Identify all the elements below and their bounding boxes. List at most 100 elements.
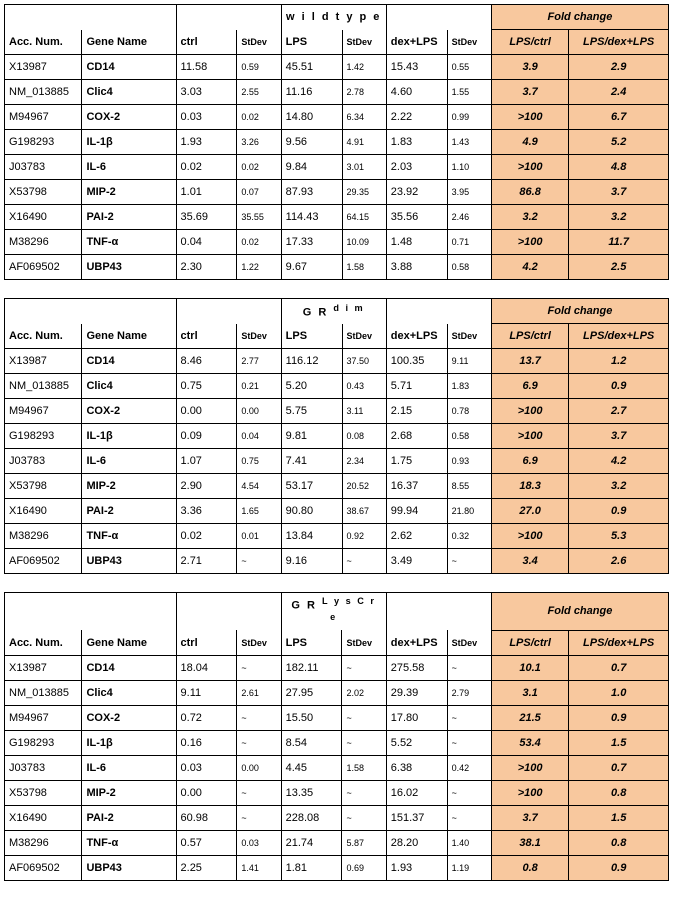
table-row: X16490PAI-23.361.6590.8038.6799.9421.802…: [5, 499, 669, 524]
cell-gene: MIP-2: [82, 180, 176, 205]
table-row: X16490PAI-260.98~228.08~151.37~3.71.5: [5, 805, 669, 830]
cell-lps: 87.93: [281, 180, 342, 205]
cell-ctrl: 0.75: [176, 374, 237, 399]
cell-fold1: 53.4: [491, 730, 568, 755]
cell-gene: MIP-2: [82, 780, 176, 805]
cell-fold2: 0.9: [569, 855, 669, 880]
cell-fold1: >100: [491, 399, 568, 424]
cell-stdev: 6.34: [342, 105, 386, 130]
cell-dex: 3.49: [386, 549, 447, 574]
col-fold1: LPS/ctrl: [491, 324, 568, 349]
cell-ctrl: 0.02: [176, 524, 237, 549]
cell-stdev: 1.58: [342, 255, 386, 280]
cell-stdev: 35.55: [237, 205, 281, 230]
cell-fold2: 0.8: [569, 780, 669, 805]
cell-fold2: 6.7: [569, 105, 669, 130]
cell-dex: 29.39: [386, 680, 447, 705]
col-acc: Acc. Num.: [5, 630, 82, 655]
col-fold1: LPS/ctrl: [491, 30, 568, 55]
col-fold2: LPS/dex+LPS: [569, 30, 669, 55]
table-row: J03783IL-60.020.029.843.012.031.10>1004.…: [5, 155, 669, 180]
cell-stdev: 4.54: [237, 474, 281, 499]
data-table-0: w i l d t y p eFold changeAcc. Num.Gene …: [4, 4, 669, 280]
cell-fold1: 38.1: [491, 830, 568, 855]
table-row: X53798MIP-22.904.5453.1720.5216.378.5518…: [5, 474, 669, 499]
cell-lps: 9.67: [281, 255, 342, 280]
cell-stdev: 0.58: [447, 255, 491, 280]
table-row: X13987CD148.462.77116.1237.50100.359.111…: [5, 349, 669, 374]
cell-fold1: >100: [491, 230, 568, 255]
cell-lps: 228.08: [281, 805, 342, 830]
cell-acc: X53798: [5, 780, 82, 805]
cell-stdev: 2.02: [342, 680, 386, 705]
cell-dex: 15.43: [386, 55, 447, 80]
cell-stdev: ~: [237, 780, 281, 805]
col-stdev: StDev: [237, 324, 281, 349]
cell-fold1: >100: [491, 755, 568, 780]
cell-dex: 5.71: [386, 374, 447, 399]
cell-dex: 4.60: [386, 80, 447, 105]
cell-fold2: 2.5: [569, 255, 669, 280]
cell-gene: UBP43: [82, 855, 176, 880]
cell-ctrl: 8.46: [176, 349, 237, 374]
cell-ctrl: 35.69: [176, 205, 237, 230]
cell-stdev: 38.67: [342, 499, 386, 524]
cell-dex: 275.58: [386, 655, 447, 680]
cell-fold1: 3.4: [491, 549, 568, 574]
table-row: AF069502UBP432.71~9.16~3.49~3.42.6: [5, 549, 669, 574]
cell-lps: 9.56: [281, 130, 342, 155]
cell-ctrl: 9.11: [176, 680, 237, 705]
cell-stdev: 1.65: [237, 499, 281, 524]
cell-gene: Clic4: [82, 374, 176, 399]
cell-ctrl: 3.36: [176, 499, 237, 524]
cell-fold1: 86.8: [491, 180, 568, 205]
cell-gene: Clic4: [82, 80, 176, 105]
cell-stdev: 10.09: [342, 230, 386, 255]
cell-fold1: 6.9: [491, 449, 568, 474]
cell-lps: 53.17: [281, 474, 342, 499]
cell-fold2: 2.7: [569, 399, 669, 424]
cell-fold1: 3.7: [491, 805, 568, 830]
col-dexlps: dex+LPS: [386, 630, 447, 655]
table-title: w i l d t y p e: [281, 5, 386, 30]
col-gene: Gene Name: [82, 30, 176, 55]
col-acc: Acc. Num.: [5, 324, 82, 349]
cell-gene: TNF-α: [82, 830, 176, 855]
cell-stdev: 0.07: [237, 180, 281, 205]
cell-fold1: 0.8: [491, 855, 568, 880]
table-row: G198293IL-1β0.090.049.810.082.680.58>100…: [5, 424, 669, 449]
cell-stdev: ~: [447, 780, 491, 805]
col-dexlps: dex+LPS: [386, 324, 447, 349]
cell-gene: CD14: [82, 655, 176, 680]
col-gene: Gene Name: [82, 630, 176, 655]
cell-stdev: ~: [342, 805, 386, 830]
table-row: M38296TNF-α0.040.0217.3310.091.480.71>10…: [5, 230, 669, 255]
cell-acc: M94967: [5, 399, 82, 424]
cell-gene: PAI-2: [82, 805, 176, 830]
cell-ctrl: 3.03: [176, 80, 237, 105]
table-row: X13987CD1418.04~182.11~275.58~10.10.7: [5, 655, 669, 680]
table-row: AF069502UBP432.301.229.671.583.880.584.2…: [5, 255, 669, 280]
cell-stdev: 2.34: [342, 449, 386, 474]
cell-acc: M38296: [5, 230, 82, 255]
table-row: X53798MIP-20.00~13.35~16.02~>1000.8: [5, 780, 669, 805]
cell-ctrl: 11.58: [176, 55, 237, 80]
cell-stdev: 1.41: [237, 855, 281, 880]
cell-acc: J03783: [5, 449, 82, 474]
cell-stdev: ~: [237, 730, 281, 755]
cell-stdev: ~: [447, 805, 491, 830]
col-ctrl: ctrl: [176, 630, 237, 655]
cell-gene: TNF-α: [82, 524, 176, 549]
cell-dex: 28.20: [386, 830, 447, 855]
cell-gene: CD14: [82, 349, 176, 374]
col-fold2: LPS/dex+LPS: [569, 324, 669, 349]
cell-acc: M94967: [5, 705, 82, 730]
cell-fold1: 6.9: [491, 374, 568, 399]
cell-dex: 99.94: [386, 499, 447, 524]
cell-stdev: 0.69: [342, 855, 386, 880]
cell-gene: Clic4: [82, 680, 176, 705]
cell-ctrl: 18.04: [176, 655, 237, 680]
cell-stdev: 0.08: [342, 424, 386, 449]
col-dexlps: dex+LPS: [386, 30, 447, 55]
cell-gene: COX-2: [82, 705, 176, 730]
